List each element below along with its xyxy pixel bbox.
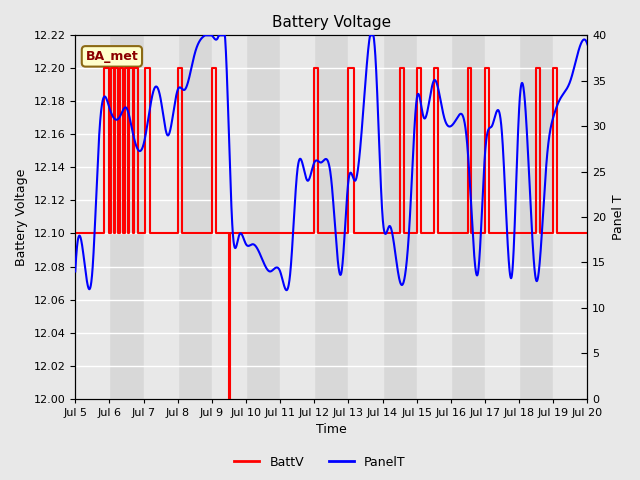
Bar (485, 36, 519, 398)
Legend: BattV, PanelT: BattV, PanelT (229, 451, 411, 474)
Bar (348, 36, 383, 398)
Y-axis label: Panel T: Panel T (612, 194, 625, 240)
Bar (280, 36, 314, 398)
Y-axis label: Battery Voltage: Battery Voltage (15, 168, 28, 265)
Bar (212, 36, 246, 398)
Text: BA_met: BA_met (86, 50, 138, 63)
Title: Battery Voltage: Battery Voltage (272, 15, 391, 30)
X-axis label: Time: Time (316, 423, 347, 436)
Bar (143, 36, 178, 398)
Bar (417, 36, 451, 398)
Bar (76, 36, 109, 398)
Bar (554, 36, 588, 398)
